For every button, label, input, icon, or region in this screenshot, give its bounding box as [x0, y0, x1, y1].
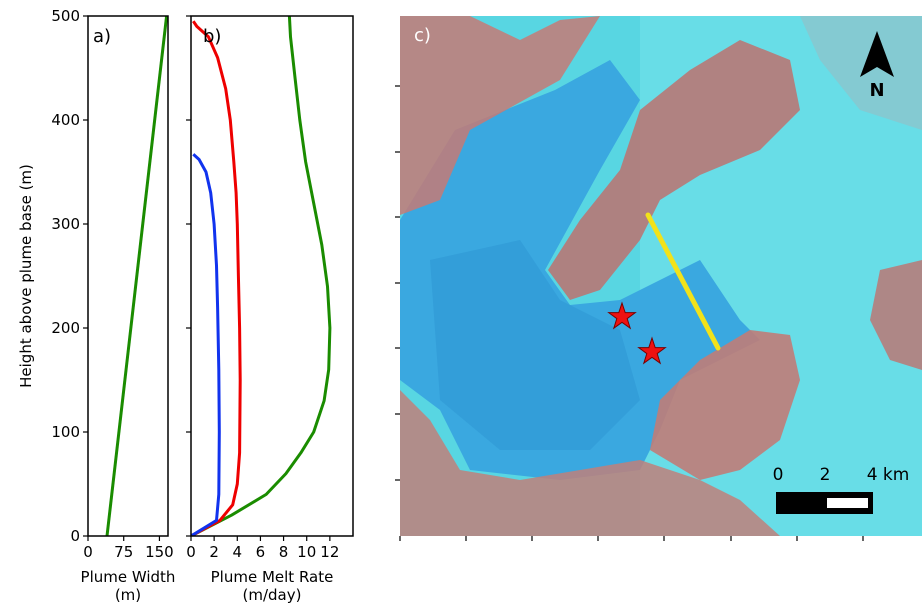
- ytick-label: 100: [51, 423, 80, 441]
- rock-northwest: [400, 16, 600, 215]
- panel-b-lines: [191, 16, 332, 536]
- xtick-label: 0: [186, 543, 196, 561]
- xtick-label: 12: [320, 543, 339, 561]
- axis-title-line: (m/day): [243, 586, 302, 604]
- panel-c-label: c): [414, 25, 431, 46]
- fjord-water-inner: [430, 240, 640, 450]
- calving-front-line: [645, 212, 721, 351]
- series-line-2: [191, 20, 242, 536]
- panel-a-lines: [105, 16, 168, 536]
- xtick-label: 0: [83, 543, 93, 561]
- panel-b-frame: [190, 15, 354, 537]
- xtick-label: 4: [233, 543, 243, 561]
- rock-south: [400, 390, 780, 536]
- panel-a-frame: [87, 15, 169, 537]
- ytick-label: 0: [70, 527, 80, 545]
- rock-north-peninsula: [548, 40, 800, 300]
- series-line-1: [191, 16, 332, 536]
- panel-b-label: b): [203, 26, 221, 47]
- xtick-label: 6: [256, 543, 266, 561]
- scale-bar-black: [776, 492, 873, 514]
- ytick-label: 200: [51, 319, 80, 337]
- panel-a-x-axis-title: Plume Width (m): [81, 568, 176, 604]
- panel-a-label: a): [93, 26, 111, 47]
- axis-title-line: Plume Melt Rate: [211, 568, 334, 586]
- scale-bar-white: [827, 498, 868, 508]
- ytick-label: 300: [51, 215, 80, 233]
- xtick-label: 2: [209, 543, 219, 561]
- xtick-label: 75: [114, 543, 133, 561]
- rock-southeast: [650, 330, 800, 480]
- plume-location-star-1: [607, 301, 637, 330]
- xtick-label: 10: [297, 543, 316, 561]
- scale-label-4km: 4 km: [867, 465, 910, 485]
- panel-c-map: N 0 2 4 km c): [395, 16, 922, 541]
- north-arrow-icon: [860, 31, 894, 77]
- ytick-label: 500: [51, 7, 80, 25]
- axis-title-line: Plume Width: [81, 568, 176, 586]
- rock-east: [870, 260, 922, 370]
- xtick-label: 8: [279, 543, 289, 561]
- plume-location-star-2: [637, 336, 667, 365]
- panel-a-yticks: 0 100 200 300 400 500: [51, 7, 88, 545]
- panel-b-plume-melt-rate: 0 2 4 6 8 10 12 b) Plume Melt Rate (m/day): [186, 15, 354, 604]
- panel-b-x-axis-title: Plume Melt Rate (m/day): [211, 568, 334, 604]
- panel-a-plume-width: 0 100 200 300 400 500 0 75 150 a) Height above …: [17, 7, 175, 604]
- rock-northeast: [800, 16, 922, 130]
- panel-b-yticks: [186, 15, 191, 537]
- scale-label-0: 0: [773, 465, 784, 485]
- axis-title-line: (m): [115, 586, 141, 604]
- xtick-label: 150: [145, 543, 174, 561]
- panel-a-xticks: 0 75 150: [83, 536, 174, 561]
- scale-label-2: 2: [820, 465, 831, 485]
- series-line-3: [191, 153, 221, 536]
- panel-b-xticks: 0 2 4 6 8 10 12: [186, 536, 339, 561]
- north-label: N: [869, 80, 884, 101]
- ytick-label: 400: [51, 111, 80, 129]
- y-axis-title: Height above plume base (m): [17, 164, 35, 388]
- series-line-1: [105, 16, 168, 536]
- panel-c-ticks: [395, 85, 864, 541]
